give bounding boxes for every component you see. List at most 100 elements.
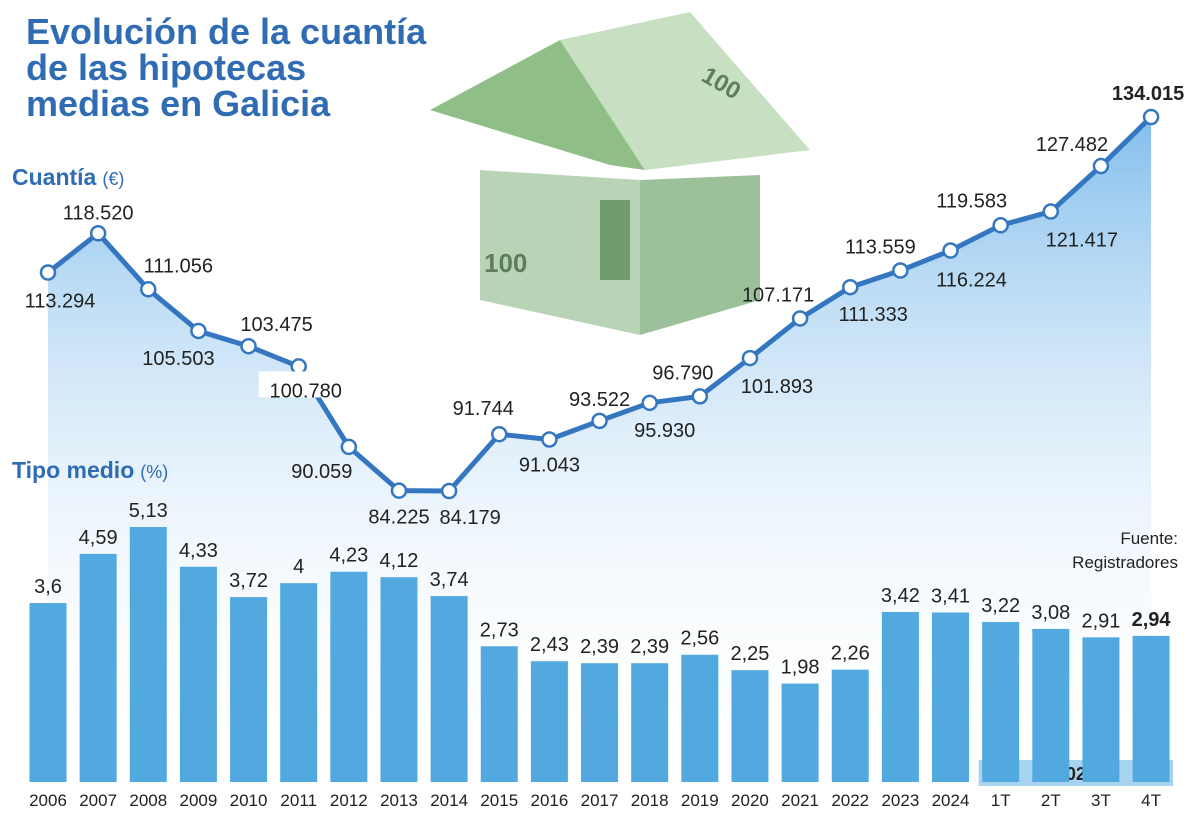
svg-text:100: 100: [484, 248, 527, 278]
x-tick-label: 2010: [230, 791, 268, 810]
bar: [982, 621, 1020, 782]
value-label: 107.171: [742, 284, 814, 306]
value-label: 4,23: [329, 545, 368, 567]
bar: [731, 670, 769, 782]
x-tick-label: 2024: [932, 791, 970, 810]
line-point: [992, 217, 1009, 234]
series-unit: (€): [102, 169, 124, 189]
value-label: 113.294: [25, 291, 96, 313]
bar: [530, 661, 568, 782]
value-label: 93.522: [569, 389, 630, 411]
value-label: 3,6: [34, 576, 62, 598]
line-point: [541, 431, 558, 448]
x-tick-label: 2016: [530, 791, 568, 810]
value-label: 84.179: [440, 507, 501, 529]
bar: [179, 566, 217, 782]
line-point: [290, 358, 307, 375]
value-label: 103.475: [240, 314, 312, 336]
bar: [1032, 628, 1070, 782]
line-point: [591, 412, 608, 430]
value-label: 3,72: [229, 570, 268, 592]
bar: [932, 612, 970, 782]
house-illustration: 100 100: [430, 12, 810, 335]
x-tick-label: 2019: [681, 791, 719, 810]
line-point: [641, 394, 658, 412]
bar: [29, 603, 67, 782]
x-tick-label: 2008: [129, 791, 167, 810]
line-point: [1042, 203, 1060, 220]
value-label: 121.417: [1046, 230, 1118, 252]
value-label: 118.520: [63, 202, 134, 224]
value-label: 2,25: [730, 643, 769, 665]
source: Fuente:: [1120, 529, 1178, 548]
value-label: 3,42: [881, 585, 920, 607]
x-tick-label: 2009: [180, 791, 218, 810]
x-tick-label: 2017: [581, 791, 619, 810]
value-label: 4: [293, 556, 304, 578]
x-tick-label: 2012: [330, 791, 368, 810]
value-label: 1,98: [781, 657, 820, 679]
source: Registradores: [1072, 553, 1178, 572]
value-label: 127.482: [1036, 134, 1108, 156]
bar: [330, 571, 368, 782]
series-unit: (%): [140, 462, 168, 482]
x-tick-label: 2018: [631, 791, 669, 810]
value-label: 90.059: [291, 461, 352, 483]
title-line: Evolución de la cuantía: [26, 11, 427, 52]
line-point: [1092, 157, 1110, 175]
bar: [781, 683, 819, 782]
x-tick-label: 2023: [881, 791, 919, 810]
value-label: 96.790: [652, 362, 713, 384]
value-label: 100.780: [270, 380, 342, 402]
series-name: Cuantía: [12, 164, 97, 190]
value-label: 2,26: [831, 643, 870, 665]
x-tick-label: 2007: [79, 791, 117, 810]
x-tick-label: 2021: [781, 791, 819, 810]
value-label: 91.043: [519, 454, 580, 476]
value-label: 2,91: [1081, 610, 1120, 632]
value-label: 3,22: [981, 595, 1020, 617]
value-label: 3,08: [1031, 602, 1070, 624]
bar: [1082, 637, 1120, 782]
x-tick-label: 2T: [1041, 791, 1061, 810]
line-point: [691, 388, 709, 405]
value-label: 3,74: [430, 569, 469, 591]
value-label: 113.559: [845, 237, 916, 259]
x-tick-label: 2022: [831, 791, 869, 810]
value-label: 2,56: [680, 628, 719, 650]
line-point: [1142, 108, 1160, 126]
title-line: medias en Galicia: [26, 83, 331, 124]
bar: [79, 553, 117, 782]
bar: [480, 646, 518, 782]
line-point: [89, 225, 107, 242]
value-label: 119.583: [936, 190, 1007, 212]
bar: [230, 597, 268, 782]
bar: [430, 596, 468, 782]
x-tick-label: 2020: [731, 791, 769, 810]
value-label: 4,33: [179, 540, 218, 562]
value-label: 2,94: [1132, 609, 1172, 631]
line-point: [190, 322, 207, 340]
line-point: [942, 242, 959, 259]
x-tick-label: 2015: [480, 791, 518, 810]
x-tick-label: 3T: [1091, 791, 1111, 810]
x-tick-label: 1T: [991, 791, 1011, 810]
x-tick-label: 4T: [1141, 791, 1161, 810]
value-label: 116.224: [936, 270, 1007, 292]
value-label: 2,73: [480, 619, 519, 641]
line-point: [39, 264, 57, 281]
line-point: [240, 337, 257, 355]
value-label: 4,59: [79, 527, 118, 549]
bar: [831, 669, 869, 782]
line-point: [390, 482, 408, 499]
value-label: 111.056: [144, 255, 213, 277]
value-label: 2,43: [530, 634, 569, 656]
x-tick-label: 2006: [29, 791, 67, 810]
x-tick-label: 2013: [380, 791, 418, 810]
line-point: [892, 262, 909, 279]
series-heading: Tipo medio (%): [12, 457, 168, 483]
bar: [1132, 635, 1170, 782]
bar: [581, 663, 619, 782]
x-tick-label: 2011: [280, 791, 317, 810]
